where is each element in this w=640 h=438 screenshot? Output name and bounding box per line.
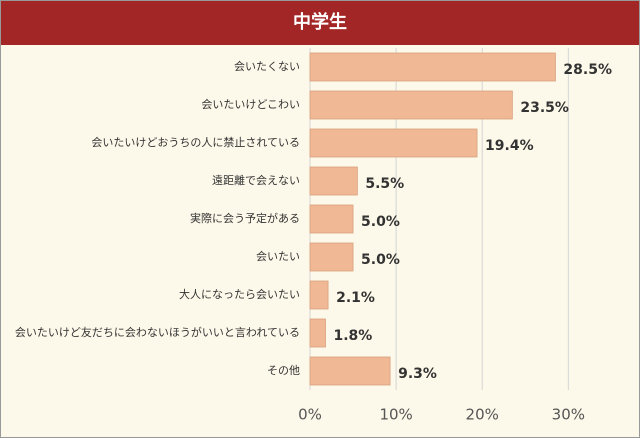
chart-title: 中学生 bbox=[293, 11, 347, 33]
x-tick-label: 20% bbox=[466, 406, 499, 424]
value-label: 2.1% bbox=[336, 290, 375, 306]
value-label: 19.4% bbox=[485, 138, 534, 154]
bar bbox=[309, 204, 354, 234]
bar bbox=[309, 90, 513, 120]
bar bbox=[309, 128, 478, 158]
title-band bbox=[1, 1, 639, 45]
value-label: 5.5% bbox=[365, 176, 404, 192]
value-label: 5.0% bbox=[361, 252, 400, 268]
y-tick-label: 実際に会う予定がある bbox=[190, 211, 300, 225]
y-tick-label: 大人になったら会いたい bbox=[179, 287, 300, 301]
value-label: 28.5% bbox=[563, 62, 612, 78]
y-tick-label: その他 bbox=[267, 364, 300, 377]
bar bbox=[309, 356, 391, 386]
y-tick-label: 遠距離で会えない bbox=[212, 173, 300, 187]
bar bbox=[309, 318, 326, 348]
value-label: 5.0% bbox=[361, 214, 400, 230]
x-tick-label: 10% bbox=[379, 406, 412, 424]
value-label: 23.5% bbox=[520, 100, 569, 116]
bar bbox=[309, 280, 329, 310]
bar bbox=[309, 166, 358, 196]
x-tick-label: 30% bbox=[552, 406, 585, 424]
y-tick-label: 会いたいけどこわい bbox=[201, 98, 300, 111]
bar bbox=[309, 52, 556, 82]
y-tick-label: 会いたいけどおうちの人に禁止されている bbox=[91, 136, 300, 149]
bar bbox=[309, 242, 354, 272]
x-tick-label: 0% bbox=[298, 406, 322, 424]
y-tick-label: 会いたくない bbox=[234, 60, 300, 73]
value-label: 1.8% bbox=[334, 328, 373, 344]
y-tick-label: 会いたいけど友だちに会わないほうがいいと言われている bbox=[15, 325, 300, 339]
y-tick-label: 会いたい bbox=[256, 250, 300, 263]
value-label: 9.3% bbox=[398, 366, 437, 382]
